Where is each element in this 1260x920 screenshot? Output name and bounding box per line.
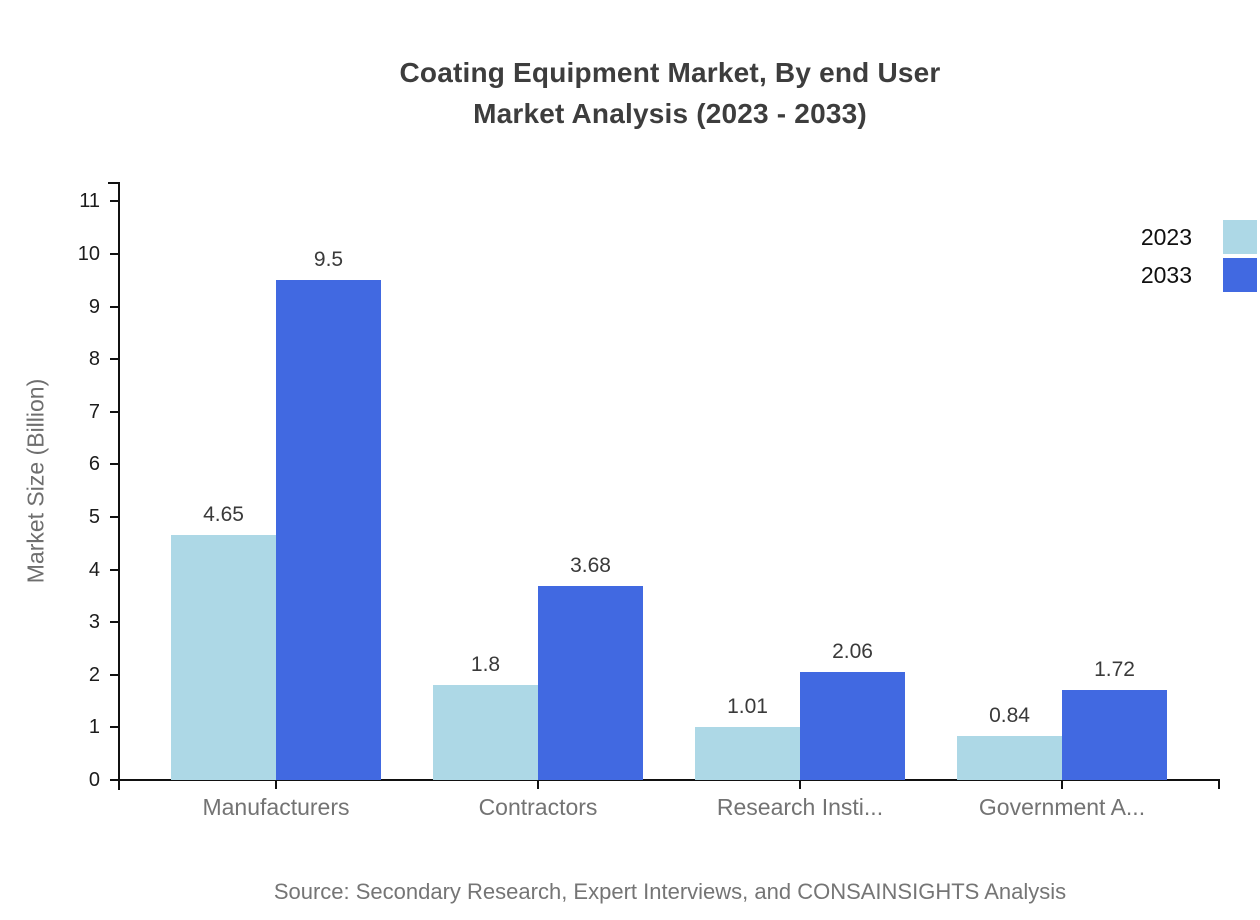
value-label: 2.06	[832, 639, 873, 663]
legend-label: 2023	[1140, 224, 1192, 250]
category-label: Government A...	[978, 794, 1146, 820]
y-tick-label: 7	[88, 400, 100, 423]
x-tick	[799, 781, 801, 789]
y-tick-label: 2	[88, 663, 100, 686]
y-tick	[110, 568, 118, 571]
bar-2023-2	[433, 685, 538, 780]
y-tick	[110, 463, 118, 466]
x-tick	[1061, 781, 1063, 789]
bar-2023-1	[171, 535, 276, 780]
y-tick	[110, 305, 118, 308]
y-axis-top-cap	[108, 182, 118, 184]
category-label: Research Insti...	[716, 794, 884, 820]
legend-swatch	[1223, 258, 1257, 292]
chart-title-line1: Coating Equipment Market, By end User	[399, 57, 941, 88]
x-axis-end-cap	[1218, 781, 1220, 789]
value-label: 1.72	[1094, 657, 1135, 681]
y-tick-label: 10	[77, 243, 100, 265]
value-label: 4.65	[203, 503, 244, 527]
bar-2033-4	[1062, 689, 1167, 780]
x-axis-line	[120, 779, 1220, 781]
y-tick	[110, 673, 118, 676]
bar-2033-1	[276, 280, 381, 780]
y-tick-label: 6	[88, 453, 100, 476]
value-label: 3.68	[570, 554, 611, 578]
source-note: Source: Secondary Research, Expert Inter…	[273, 879, 1067, 904]
y-tick-label: 8	[88, 348, 100, 371]
y-tick-label: 11	[79, 190, 100, 213]
bar-2033-2	[538, 586, 643, 780]
y-tick	[110, 200, 118, 203]
y-tick	[110, 726, 118, 729]
y-tick-label: 1	[88, 716, 100, 739]
legend-label: 2033	[1140, 262, 1192, 288]
y-tick	[110, 358, 118, 361]
category-label: Manufacturers	[202, 794, 350, 820]
legend-item-2023[interactable]: 2023	[0, 220, 1260, 254]
y-tick	[110, 516, 118, 518]
chart-title: Coating Equipment Market, By end User Ma…	[120, 52, 1220, 134]
chart-title-line2: Market Analysis (2023 - 2033)	[473, 98, 867, 129]
value-label: 1.8	[470, 653, 501, 677]
legend-item-2033[interactable]: 2033	[0, 258, 1260, 292]
value-label: 0.84	[989, 703, 1030, 727]
y-tick-label: 4	[88, 558, 100, 581]
value-label: 9.5	[313, 248, 344, 272]
y-tick-label: 5	[88, 506, 100, 528]
bar-2023-4	[957, 735, 1062, 780]
x-tick	[537, 781, 539, 789]
y-tick-label: 0	[88, 769, 100, 791]
y-tick	[110, 410, 118, 413]
y-tick	[110, 779, 118, 781]
y-tick	[110, 253, 118, 255]
y-tick-label: 3	[88, 611, 100, 634]
x-tick	[275, 781, 277, 789]
y-axis-line	[118, 182, 120, 790]
y-tick-label: 9	[88, 295, 100, 318]
value-label: 1.01	[727, 694, 768, 718]
y-tick	[110, 621, 118, 624]
category-label: Contractors	[478, 794, 598, 820]
bar-2023-3	[695, 726, 800, 780]
legend-swatch	[1223, 220, 1257, 254]
bar-2033-3	[800, 671, 905, 780]
